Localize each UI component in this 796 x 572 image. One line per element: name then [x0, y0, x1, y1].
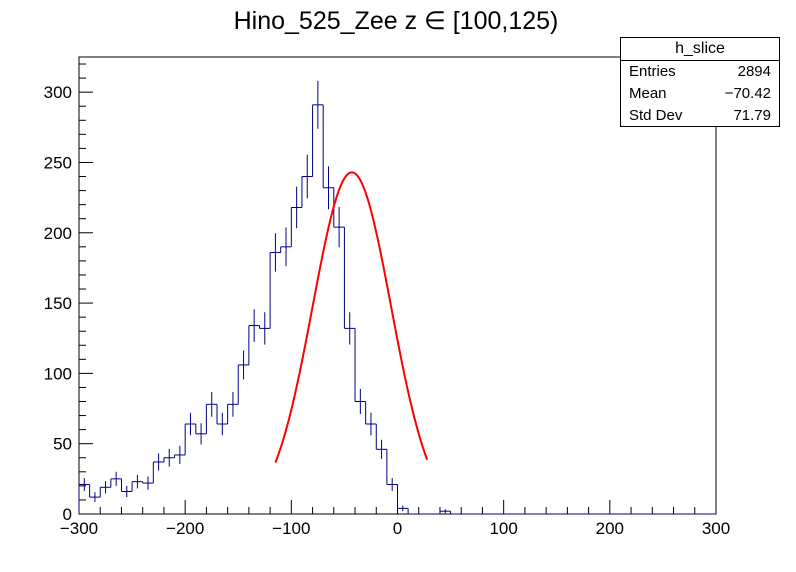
- y-axis: 0 50 100 150 200 250 300: [44, 63, 93, 524]
- stats-row-mean: Mean −70.42: [621, 83, 779, 105]
- x-axis: −300 −200 −100 0 100 200 300: [60, 500, 730, 538]
- x-tick-label: 300: [702, 519, 730, 538]
- stats-row-stddev: Std Dev 71.79: [621, 105, 779, 127]
- stats-title: h_slice: [621, 38, 779, 61]
- stats-label: Std Dev: [629, 107, 683, 124]
- histogram-series: [78, 80, 716, 515]
- stats-value: 71.79: [733, 107, 771, 124]
- stats-value: −70.42: [724, 85, 771, 102]
- x-tick-label: 100: [489, 519, 517, 538]
- x-tick-label: −300: [60, 519, 98, 538]
- stats-row-entries: Entries 2894: [621, 61, 779, 83]
- stats-box: h_slice Entries 2894 Mean −70.42 Std Dev…: [620, 37, 780, 127]
- x-tick-label: 200: [596, 519, 624, 538]
- x-tick-label: −200: [166, 519, 204, 538]
- stats-label: Entries: [629, 63, 676, 80]
- y-tick-label: 100: [44, 364, 72, 383]
- chart-title: Hino_525_Zee z ∈ [100,125): [234, 7, 559, 35]
- y-tick-label: 150: [44, 294, 72, 313]
- y-tick-label: 300: [44, 83, 72, 102]
- y-tick-label: 50: [53, 435, 72, 454]
- x-tick-label: 0: [393, 519, 402, 538]
- y-tick-label: 0: [63, 505, 72, 524]
- gaussian-fit-curve: [274, 171, 429, 463]
- stats-value: 2894: [737, 63, 771, 80]
- y-tick-label: 200: [44, 224, 72, 243]
- x-tick-label: −100: [272, 519, 310, 538]
- gaussian-fit-series: [274, 171, 429, 463]
- y-tick-label: 250: [44, 153, 72, 172]
- stats-label: Mean: [629, 85, 667, 102]
